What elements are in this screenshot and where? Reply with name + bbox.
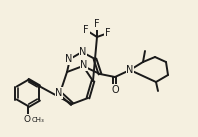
Text: N: N — [65, 54, 73, 64]
Text: N: N — [55, 88, 63, 98]
Text: F: F — [83, 25, 89, 35]
Text: N: N — [79, 47, 87, 57]
Text: F: F — [94, 19, 100, 29]
Text: O: O — [111, 85, 119, 95]
Text: N: N — [126, 65, 134, 75]
Text: N: N — [80, 60, 88, 70]
Text: CH₃: CH₃ — [32, 117, 45, 123]
Text: O: O — [24, 115, 30, 124]
Text: F: F — [105, 28, 111, 38]
